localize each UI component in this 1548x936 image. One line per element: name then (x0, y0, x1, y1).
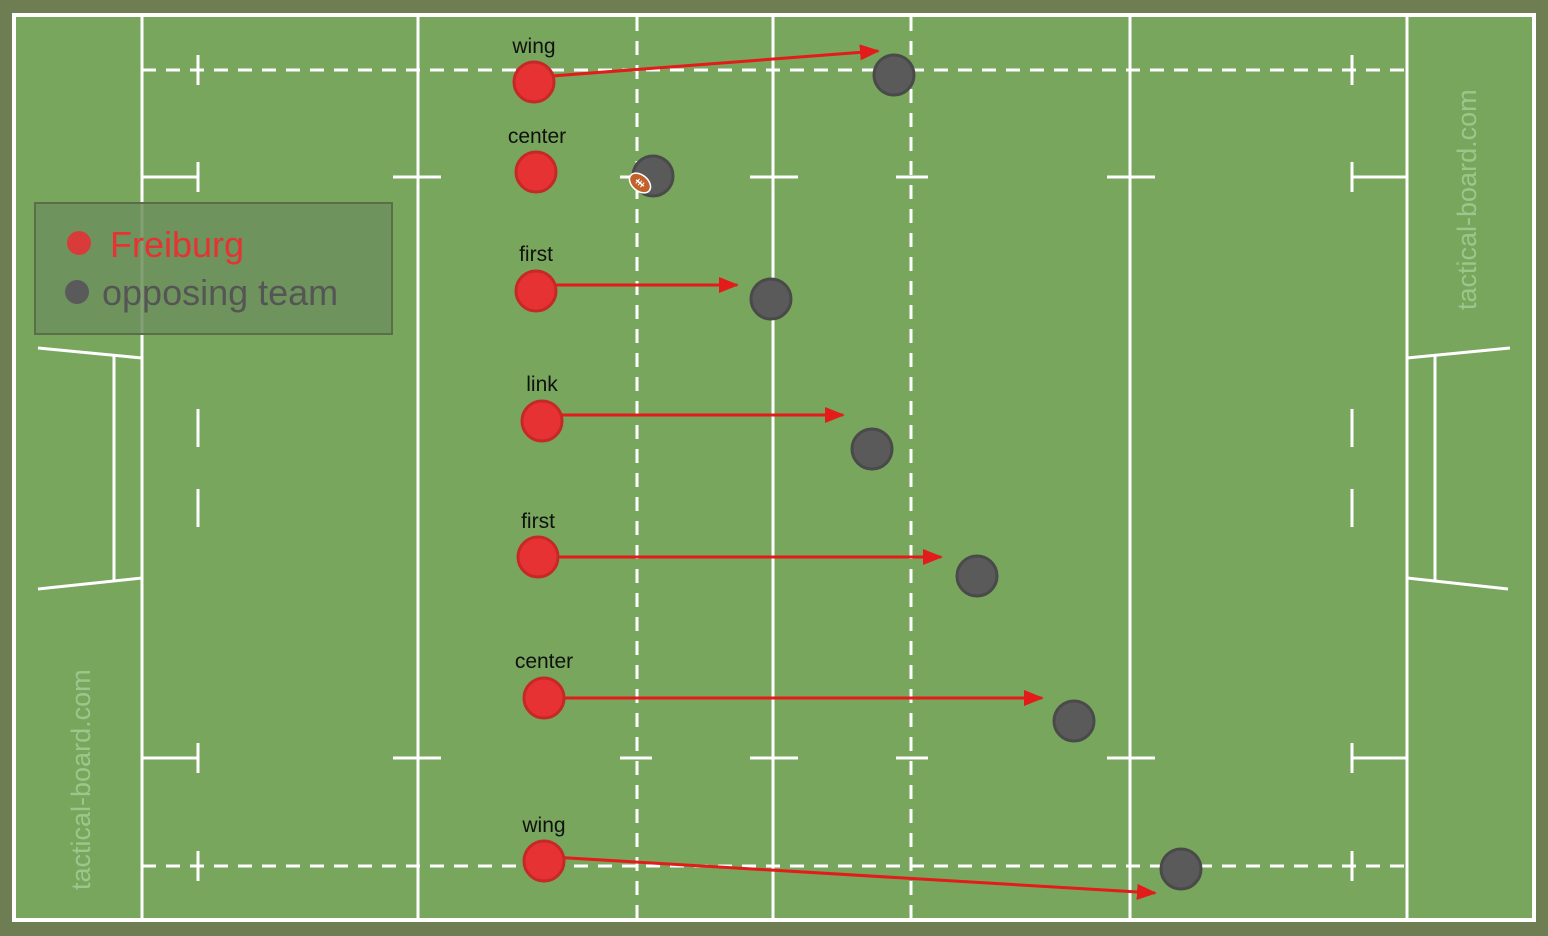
opponent-player[interactable] (850, 427, 894, 471)
player-marker[interactable] (514, 150, 558, 194)
player-marker[interactable] (522, 839, 566, 883)
legend-dot-freiburg (67, 231, 91, 255)
player-first-bottom[interactable]: first (516, 510, 560, 579)
player-marker[interactable] (522, 676, 566, 720)
legend: Freiburg opposing team (34, 202, 393, 335)
player-center-top[interactable]: center (508, 125, 566, 194)
run-arrows (534, 44, 1157, 900)
opponent-player[interactable] (1052, 699, 1096, 743)
player-link[interactable]: link (520, 373, 564, 443)
opponent-player[interactable] (955, 554, 999, 598)
player-marker[interactable] (514, 269, 558, 313)
player-label: center (508, 125, 566, 148)
player-label: link (526, 373, 558, 396)
player-marker[interactable] (520, 399, 564, 443)
player-marker[interactable] (512, 60, 556, 104)
rugby-ball-icon[interactable] (626, 169, 655, 197)
arrow-icon (534, 854, 1157, 900)
legend-label-freiburg: Freiburg (110, 224, 244, 265)
watermark-right: tactical-board.com (1452, 89, 1482, 310)
player-wing-top[interactable]: wing (511, 35, 556, 104)
legend-box (34, 202, 393, 335)
opponent-player[interactable] (749, 277, 793, 321)
player-wing-bottom[interactable]: wing (521, 814, 566, 883)
watermark-left: tactical-board.com (66, 669, 96, 890)
opponent-player[interactable] (1159, 847, 1203, 891)
player-label: wing (511, 35, 555, 58)
arrow-icon (538, 44, 880, 79)
player-label: first (519, 243, 553, 266)
legend-label-opposing: opposing team (102, 272, 338, 313)
player-first-top[interactable]: first (514, 243, 558, 313)
player-label: wing (521, 814, 565, 837)
player-label: first (521, 510, 555, 533)
team-players: wing center first link first center wing (508, 35, 573, 883)
legend-dot-opposing (65, 280, 89, 304)
player-label: center (515, 650, 573, 673)
opponent-player[interactable] (872, 53, 916, 97)
player-marker[interactable] (516, 535, 560, 579)
player-center-bottom[interactable]: center (515, 650, 573, 720)
